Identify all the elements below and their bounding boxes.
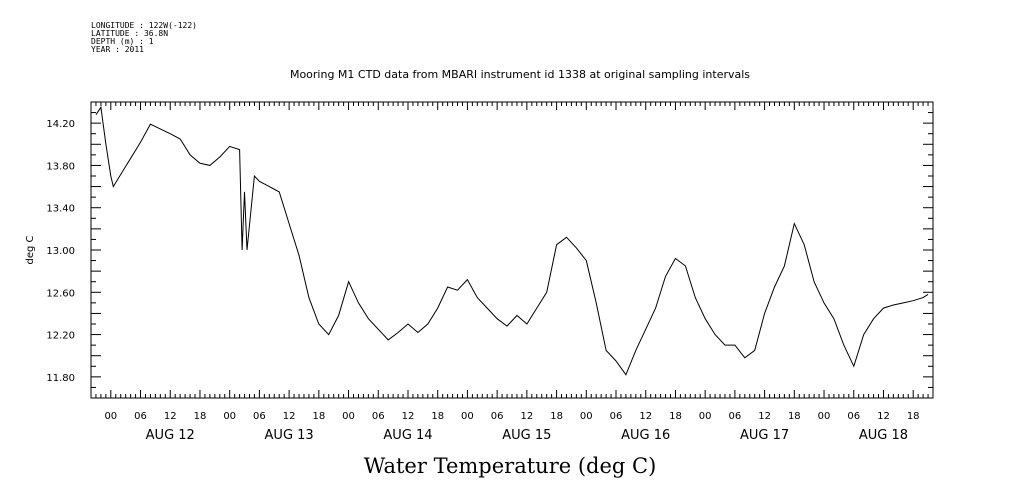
series-line — [95, 105, 929, 376]
x-tick-label: 12 — [164, 411, 177, 422]
x-tick-label: 18 — [312, 411, 325, 422]
plot-frame — [90, 101, 934, 399]
x-tick-label: 18 — [431, 411, 444, 422]
x-day-label: AUG 12 — [146, 428, 195, 443]
meta-depth: DEPTH (m) : 1 — [91, 37, 154, 46]
meta-latitude: LATITUDE : 36.8N — [91, 29, 169, 38]
x-tick-label: 18 — [669, 411, 682, 422]
x-tick-label: 06 — [491, 411, 504, 422]
y-tick-label: 12.60 — [46, 288, 75, 299]
meta-year: YEAR : 2011 — [91, 45, 144, 54]
y-tick-label: 13.80 — [46, 161, 75, 172]
y-tick-label: 12.20 — [46, 331, 75, 342]
x-tick-label: 06 — [253, 411, 266, 422]
x-tick-label: 12 — [520, 411, 533, 422]
x-day-label: AUG 18 — [859, 428, 908, 443]
x-axis-title: Water Temperature (deg C) — [363, 454, 657, 478]
x-tick-label: 18 — [550, 411, 563, 422]
x-day-label: AUG 13 — [265, 428, 314, 443]
x-tick-label: 06 — [134, 411, 147, 422]
x-tick-label: 06 — [372, 411, 385, 422]
y-tick-label: 13.00 — [46, 246, 75, 257]
x-tick-label: 18 — [194, 411, 207, 422]
meta-longitude: LONGITUDE : 122W(-122) — [91, 21, 197, 30]
x-tick-label: 00 — [580, 411, 593, 422]
x-tick-label: 00 — [461, 411, 474, 422]
x-tick-label: 12 — [283, 411, 296, 422]
x-tick-label: 00 — [223, 411, 236, 422]
x-tick-label: 00 — [818, 411, 831, 422]
x-day-label: AUG 14 — [383, 428, 432, 443]
x-tick-label: 12 — [758, 411, 771, 422]
x-day-label: AUG 15 — [502, 428, 551, 443]
y-axis-label: deg C — [25, 235, 36, 264]
x-tick-label: 12 — [877, 411, 890, 422]
x-tick-label: 06 — [610, 411, 623, 422]
y-tick-label: 13.40 — [46, 204, 75, 215]
x-tick-label: 18 — [788, 411, 801, 422]
x-tick-label: 00 — [699, 411, 712, 422]
x-day-label: AUG 16 — [621, 428, 670, 443]
x-tick-label: 00 — [342, 411, 355, 422]
x-tick-label: 12 — [402, 411, 415, 422]
y-tick-label: 11.80 — [46, 373, 75, 384]
x-day-label: AUG 17 — [740, 428, 789, 443]
x-tick-label: 18 — [907, 411, 920, 422]
x-tick-label: 06 — [847, 411, 860, 422]
x-tick-label: 00 — [104, 411, 117, 422]
chart-title: Mooring M1 CTD data from MBARI instrumen… — [289, 68, 751, 81]
x-tick-label: 06 — [729, 411, 742, 422]
y-tick-label: 14.20 — [46, 119, 75, 130]
x-tick-label: 12 — [639, 411, 652, 422]
